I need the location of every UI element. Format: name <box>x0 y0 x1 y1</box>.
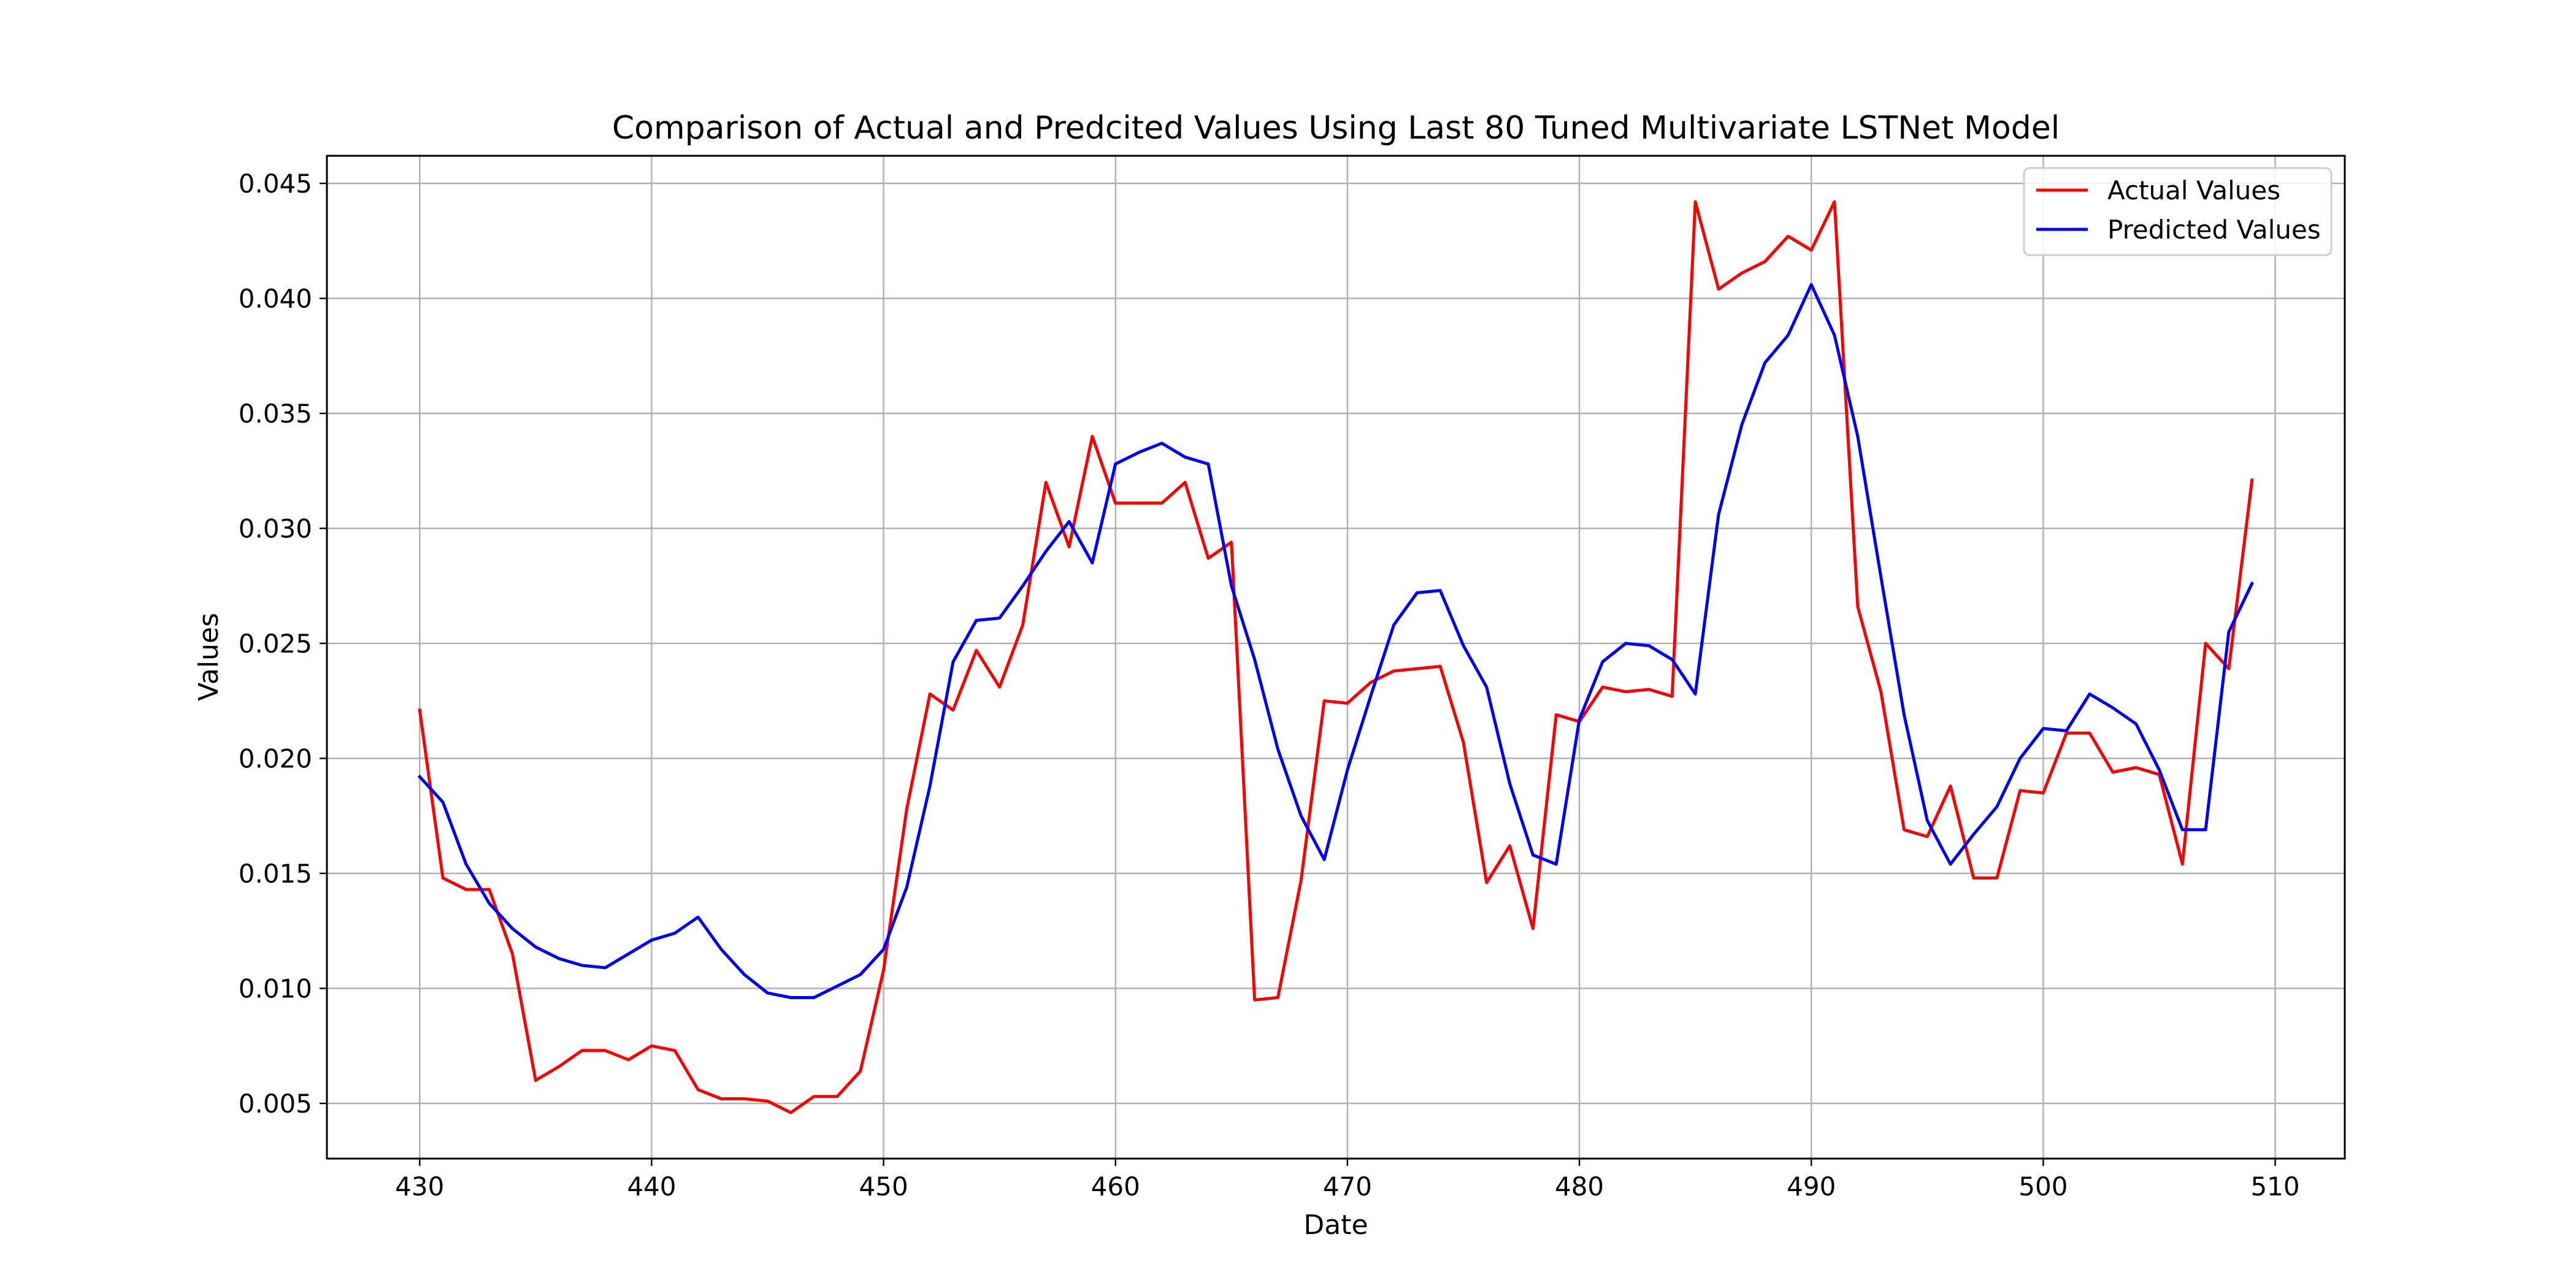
y-axis-label: Values <box>193 613 224 701</box>
x-axis: 430 440 450 460 470 480 490 500 510 <box>395 1159 2300 1202</box>
series-line-actual-values <box>418 200 2254 1114</box>
y-axis: 0.005 0.010 0.015 0.020 0.025 0.030 0.035 0.040… <box>239 169 327 1119</box>
x-tick-label: 450 <box>859 1171 908 1202</box>
grid <box>327 156 2345 1159</box>
chart-title: Comparison of Actual and Predcited Value… <box>612 110 2060 147</box>
x-tick-label: 490 <box>1787 1171 1836 1202</box>
series-line-predicted-values <box>417 283 2255 999</box>
plot-frame <box>326 155 2346 1160</box>
y-tick-label: 0.040 <box>239 284 312 314</box>
y-tick-label: 0.005 <box>239 1089 312 1119</box>
x-tick-label: 440 <box>627 1171 676 1202</box>
x-tick-label: 470 <box>1323 1171 1372 1202</box>
y-tick-label: 0.015 <box>239 859 312 889</box>
y-tick-label: 0.025 <box>239 629 312 659</box>
x-tick-label: 500 <box>2018 1171 2068 1202</box>
x-tick-label: 460 <box>1091 1171 1140 1202</box>
series-layer <box>417 200 2255 1114</box>
y-tick-label: 0.030 <box>239 514 312 544</box>
y-tick-label: 0.020 <box>239 744 312 774</box>
x-tick-label: 430 <box>395 1171 444 1202</box>
y-tick-label: 0.045 <box>239 169 312 199</box>
legend: Actual Values Predicted Values <box>2023 167 2333 256</box>
x-tick-label: 480 <box>1555 1171 1604 1202</box>
y-tick-label: 0.010 <box>239 974 312 1004</box>
y-tick-label: 0.035 <box>239 399 312 429</box>
legend-entry-label: Predicted Values <box>2107 215 2321 245</box>
x-tick-label: 510 <box>2250 1171 2299 1202</box>
x-axis-label: Date <box>1303 1209 1368 1241</box>
legend-entry-label: Actual Values <box>2107 175 2280 205</box>
legend-box <box>2023 167 2333 256</box>
